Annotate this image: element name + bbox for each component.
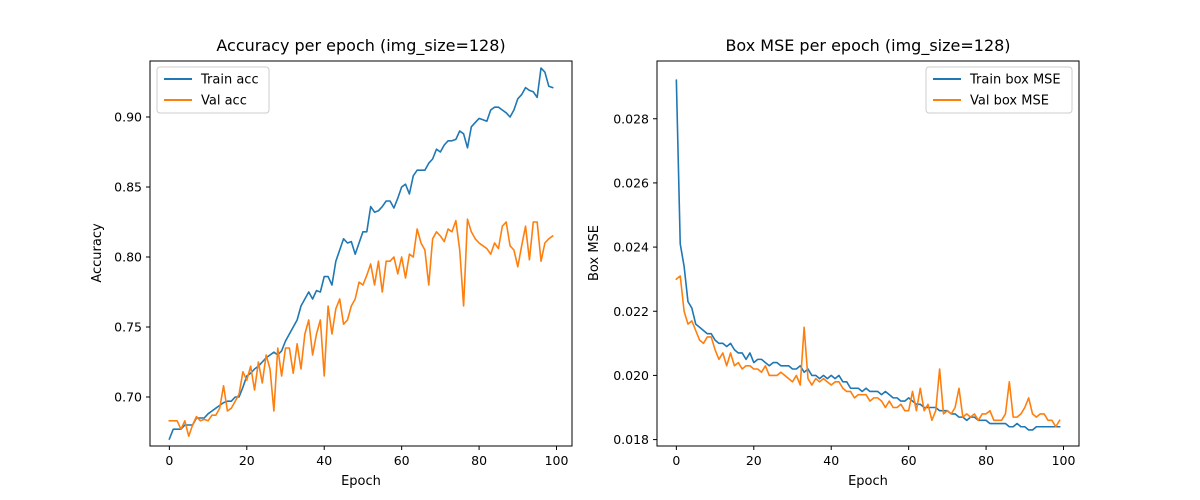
x-tick-label: 40: [316, 453, 332, 468]
y-tick-label: 0.90: [114, 110, 142, 125]
legend-label: Val acc: [201, 94, 247, 109]
legend-box: [925, 66, 1073, 114]
x-tick-label: 100: [1052, 453, 1076, 468]
x-axis-label: Epoch: [848, 474, 888, 489]
series-line-val: [168, 218, 554, 438]
x-tick-label: 40: [823, 453, 839, 468]
y-axis-label: Box MSE: [587, 225, 602, 281]
y-tick-label: 0.80: [114, 250, 142, 265]
x-axis-label: Epoch: [341, 474, 381, 489]
y-tick-label: 0.020: [613, 368, 649, 383]
x-tick-label: 0: [672, 453, 680, 468]
legend: Train acc Val acc: [156, 66, 270, 114]
y-tick-label: 0.022: [613, 304, 649, 319]
x-tick-label: 20: [239, 453, 255, 468]
series-line-val: [675, 275, 1061, 428]
chart-title: Accuracy per epoch (img_size=128): [216, 36, 505, 56]
x-tick-label: 60: [901, 453, 917, 468]
axes-frame: [656, 60, 1080, 447]
y-tick-label: 0.75: [114, 320, 142, 335]
y-tick-label: 0.024: [613, 240, 649, 255]
y-tick-label: 0.70: [114, 390, 142, 405]
x-tick-label: 80: [471, 453, 487, 468]
y-tick-label: 0.018: [613, 432, 649, 447]
plot-area: 0 20 40 60 80 100 0.70 0.75 0.80 0.85 0.90 Train ac…: [114, 60, 573, 468]
plot-area: 0 20 40 60 80 100 0.018 0.020 0.022 0.024 0.026 0.0…: [613, 60, 1080, 468]
legend-label: Train acc: [200, 73, 259, 88]
accuracy-chart: Accuracy per epoch (img_size=128) 0 20 40 6…: [90, 36, 573, 489]
x-tick-label: 0: [165, 453, 173, 468]
legend: Train box MSE Val box MSE: [925, 66, 1073, 114]
x-tick-label: 60: [394, 453, 410, 468]
x-tick-label: 100: [545, 453, 569, 468]
x-tick-label: 20: [746, 453, 762, 468]
y-tick-label: 0.85: [114, 180, 142, 195]
y-tick-label: 0.028: [613, 111, 649, 126]
legend-label: Train box MSE: [969, 73, 1061, 88]
axes-frame: [149, 60, 573, 447]
series-line-train: [168, 67, 554, 441]
y-tick-label: 0.026: [613, 175, 649, 190]
series-line-train: [675, 79, 1061, 431]
y-axis-label: Accuracy: [90, 223, 105, 283]
legend-label: Val box MSE: [970, 94, 1049, 109]
x-tick-label: 80: [978, 453, 994, 468]
box-mse-chart: Box MSE per epoch (img_size=128) 0 20 40 60…: [587, 36, 1080, 489]
chart-title: Box MSE per epoch (img_size=128): [725, 36, 1010, 56]
